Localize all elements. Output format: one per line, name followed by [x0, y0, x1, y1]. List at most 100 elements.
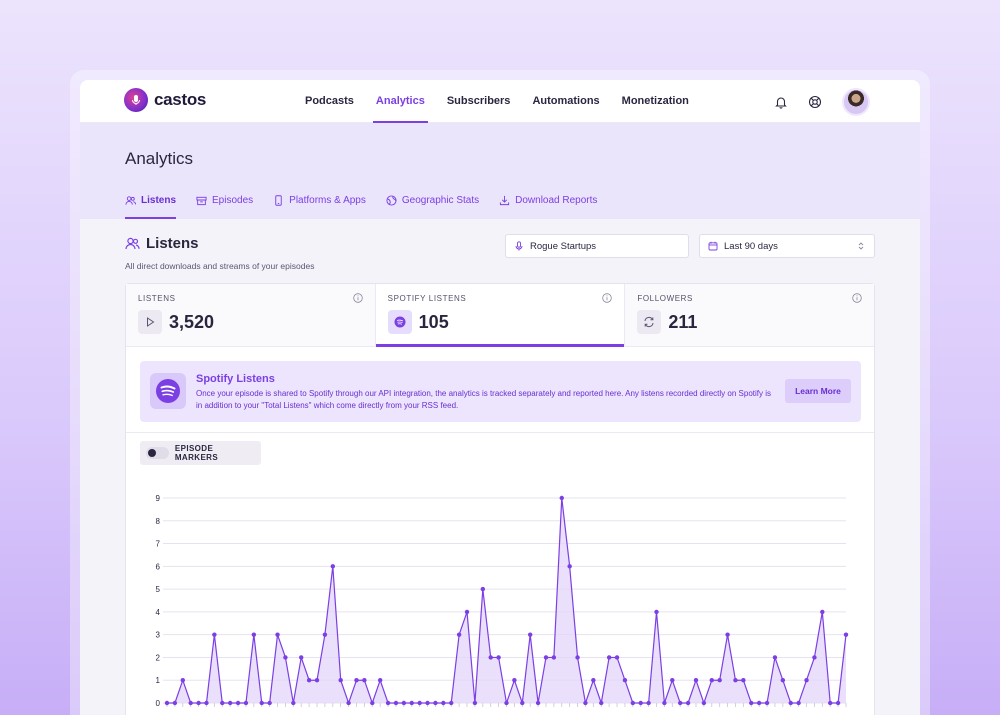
data-point — [377, 678, 383, 683]
data-point — [362, 678, 367, 683]
data-point — [409, 700, 414, 706]
info-icon[interactable] — [602, 293, 613, 303]
data-point — [472, 700, 478, 706]
data-point — [717, 678, 722, 683]
tab-listens[interactable]: Listens — [125, 185, 177, 219]
stat-listens[interactable]: LISTENS 3,520 — [126, 284, 376, 346]
microphone-logo-icon — [124, 88, 148, 112]
data-point — [583, 700, 588, 706]
data-point — [306, 678, 312, 683]
data-point — [551, 655, 557, 660]
info-icon[interactable] — [352, 293, 363, 303]
bell-icon[interactable] — [774, 95, 788, 109]
data-point — [654, 609, 659, 615]
data-point — [480, 586, 486, 592]
microphone-icon — [515, 241, 523, 251]
tab-platforms-apps[interactable]: Platforms & Apps — [273, 185, 366, 219]
data-point — [299, 655, 304, 660]
banner-text: Once your episode is shared to Spotify t… — [196, 389, 771, 410]
spotify-info-banner: Spotify Listens Once your episode is sha… — [140, 361, 861, 422]
data-point — [385, 700, 391, 706]
data-point — [749, 700, 754, 706]
section-description: All direct downloads and streams of your… — [125, 261, 315, 271]
chevron-up-down-icon — [858, 242, 864, 250]
info-icon[interactable] — [852, 293, 862, 303]
data-point — [527, 632, 533, 637]
data-point — [417, 700, 422, 706]
avatar[interactable] — [842, 88, 870, 116]
data-point — [764, 700, 770, 706]
y-tick-label: 9 — [156, 494, 161, 503]
data-point — [227, 700, 233, 706]
tab-download-reports[interactable]: Download Reports — [499, 185, 597, 219]
tab-label: Episodes — [212, 194, 254, 206]
toggle-switch[interactable] — [146, 447, 169, 459]
data-point — [693, 678, 699, 683]
listens-chart: 0 1 2 3 4 5 6 7 8 9 — [156, 494, 849, 708]
spotify-icon — [150, 373, 186, 409]
stat-spotify-listens[interactable]: SPOTIFY LISTENS 105 — [375, 284, 626, 347]
data-point — [204, 700, 209, 706]
stat-value: 3,520 — [169, 312, 215, 332]
data-point — [259, 700, 264, 706]
data-point — [441, 700, 446, 706]
nav-monetization[interactable]: Monetization — [621, 95, 689, 107]
data-point — [614, 655, 620, 660]
data-point — [843, 632, 849, 637]
banner-title: Spotify Listens — [196, 373, 275, 385]
data-point — [370, 700, 375, 706]
stat-followers[interactable]: FOLLOWERS 211 — [625, 284, 875, 346]
tab-label: Geographic Stats — [401, 194, 480, 206]
y-tick-label: 8 — [156, 517, 161, 526]
tab-episodes[interactable]: Episodes — [196, 185, 253, 219]
data-point — [496, 655, 501, 660]
learn-more-button[interactable]: Learn More — [785, 379, 851, 403]
data-point — [733, 678, 738, 683]
y-tick-label: 4 — [156, 608, 161, 617]
date-range-value: Last 90 days — [724, 240, 778, 252]
y-tick-label: 5 — [156, 585, 161, 594]
data-point — [559, 495, 564, 501]
nav-analytics[interactable]: Analytics — [372, 80, 428, 123]
data-point — [812, 655, 817, 660]
data-point — [709, 678, 714, 683]
section-heading: Listens — [146, 235, 199, 252]
nav-podcasts[interactable]: Podcasts — [305, 95, 354, 107]
podcast-select[interactable]: Rogue Startups — [505, 234, 689, 258]
page-title: Analytics — [125, 149, 194, 168]
globe-icon — [386, 194, 397, 206]
nav-automations[interactable]: Automations — [532, 95, 600, 107]
help-icon[interactable] — [808, 95, 822, 109]
data-point — [835, 700, 841, 706]
data-point — [164, 700, 170, 706]
download-icon — [500, 195, 510, 205]
data-point — [701, 700, 707, 706]
data-point — [393, 700, 399, 706]
tab-geographic-stats[interactable]: Geographic Stats — [386, 185, 479, 219]
data-point — [243, 700, 249, 706]
page-header: Analytics Listens Episodes Platforms & A… — [80, 123, 920, 219]
data-point — [314, 678, 320, 683]
logo-text: castos — [154, 90, 207, 109]
app-window: castos Podcasts Analytics Subscribers Au… — [80, 80, 920, 715]
phone-icon — [275, 194, 282, 206]
data-point — [741, 678, 746, 683]
data-point — [796, 700, 801, 706]
data-point — [220, 700, 225, 706]
section-title: Listens — [125, 235, 199, 252]
data-point — [433, 700, 438, 706]
episode-markers-toggle[interactable]: EPISODE MARKERS — [140, 441, 261, 465]
data-point — [591, 678, 596, 683]
data-point — [425, 700, 430, 706]
nav-subscribers[interactable]: Subscribers — [446, 95, 511, 107]
data-point — [662, 700, 667, 706]
data-point — [804, 678, 809, 683]
data-point — [725, 632, 730, 637]
data-point — [456, 632, 462, 637]
y-tick-label: 0 — [156, 699, 161, 708]
data-point — [283, 655, 288, 660]
y-tick-label: 2 — [156, 653, 161, 662]
logo[interactable]: castos — [124, 88, 206, 112]
archive-icon — [196, 196, 207, 205]
date-range-select[interactable]: Last 90 days — [699, 234, 875, 258]
